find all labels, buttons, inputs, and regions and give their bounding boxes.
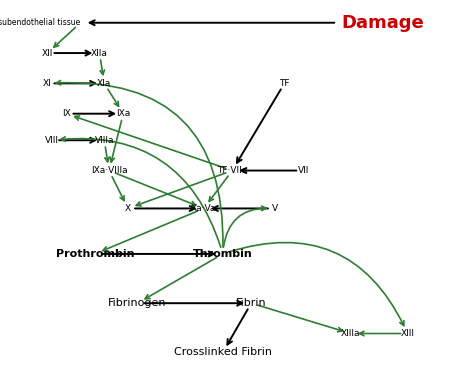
Text: IXa: IXa	[116, 109, 130, 118]
Text: Crosslinked Fibrin: Crosslinked Fibrin	[174, 348, 272, 357]
Text: Thrombin: Thrombin	[193, 249, 253, 259]
Text: IX: IX	[62, 109, 71, 118]
Text: XII: XII	[42, 49, 53, 58]
Text: XIIIa: XIIIa	[341, 329, 361, 338]
Text: XIII: XIII	[401, 329, 415, 338]
Text: XI: XI	[43, 79, 52, 88]
Text: VIIIa: VIIIa	[94, 136, 114, 145]
Text: XIIa: XIIa	[91, 49, 108, 58]
Text: V: V	[272, 204, 278, 213]
Text: Fibrinogen: Fibrinogen	[108, 298, 167, 308]
Text: VIII: VIII	[45, 136, 59, 145]
Text: TF·VIIa: TF·VIIa	[217, 166, 247, 175]
Text: Xa·Va: Xa·Va	[191, 204, 217, 213]
Text: Prothrombin: Prothrombin	[55, 249, 134, 259]
Text: X: X	[125, 204, 131, 213]
Text: IXa·VIIIa: IXa·VIIIa	[91, 166, 128, 175]
Text: Contact with subendothelial tissue: Contact with subendothelial tissue	[0, 18, 81, 27]
Text: XIa: XIa	[97, 79, 111, 88]
Text: Damage: Damage	[341, 14, 424, 32]
Text: VII: VII	[298, 166, 309, 175]
Text: Fibrin: Fibrin	[236, 298, 266, 308]
Text: TF: TF	[279, 79, 290, 88]
